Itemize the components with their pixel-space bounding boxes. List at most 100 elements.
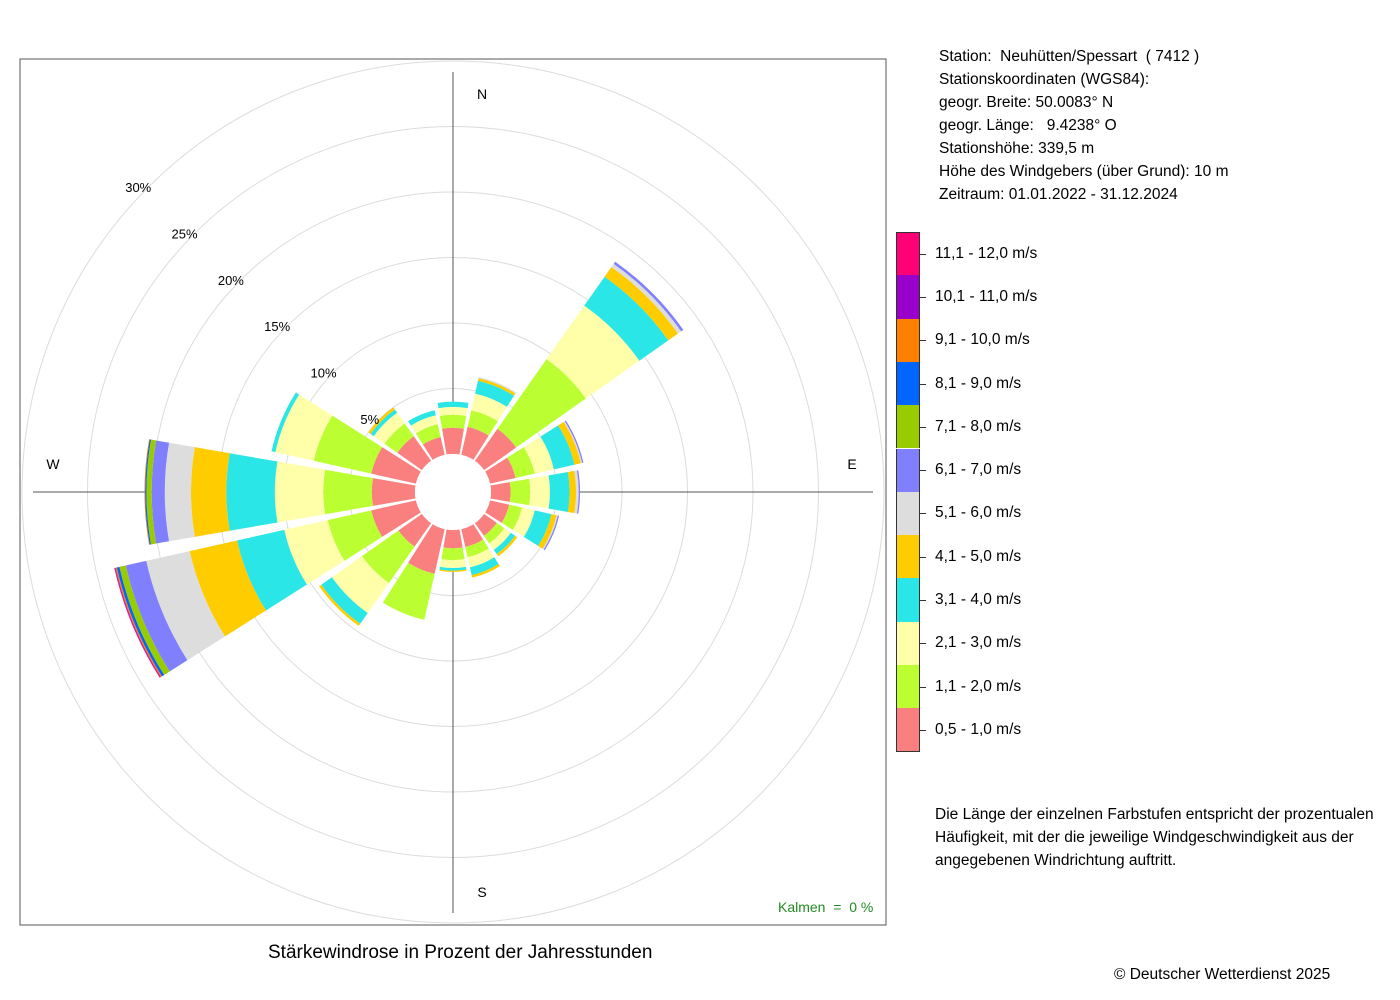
petal-NNW-class-4 (408, 410, 436, 426)
legend-tick (920, 426, 926, 428)
radial-tick-label: 5% (360, 412, 379, 427)
petal-NO-class-1 (474, 428, 517, 471)
legend-tick (920, 729, 926, 731)
petal-S-class-5 (439, 569, 467, 572)
legend-label: 1,1 - 2,0 m/s (935, 677, 1022, 695)
petal-OSO-class-3 (512, 507, 535, 537)
plot-frame (19, 58, 887, 926)
petal-SW-class-5 (319, 584, 361, 626)
station-name: Station: Neuhütten/Spessart ( 7412 ) (939, 48, 1200, 65)
petal-O-class-3 (529, 475, 550, 509)
petal-SO-class-2 (483, 522, 505, 544)
petal-NNO-class-4 (475, 380, 514, 407)
petal-WSW-class-4 (236, 529, 307, 611)
legend-tick (920, 643, 926, 645)
radial-tick-label: 15% (264, 319, 290, 334)
petal-WNW-class-1 (371, 447, 421, 484)
legend-label: 0,5 - 1,0 m/s (935, 720, 1022, 738)
petal-NNO-class-6 (478, 376, 517, 394)
petal-S-class-1 (443, 529, 463, 549)
legend-label: 10,1 - 11,0 m/s (935, 287, 1038, 305)
petal-WNW-class-2 (313, 415, 383, 474)
petal-NW-class-1 (397, 436, 432, 471)
petal-O-class-5 (567, 470, 577, 514)
petal-W-class-3 (274, 461, 326, 523)
petal-WNW-class-4 (271, 392, 300, 453)
copyright: © Deutscher Wetterdienst 2025 (1114, 966, 1331, 983)
legend-label: 9,1 - 10,0 m/s (935, 331, 1030, 349)
petal-SO-class-4 (493, 532, 516, 555)
petal-N-class-4 (437, 401, 469, 409)
petal-O-class-6 (574, 470, 579, 514)
station-latitude: geogr. Breite: 50.0083° N (939, 94, 1114, 111)
legend-label: 7,1 - 8,0 m/s (935, 417, 1022, 435)
legend-swatch (896, 708, 920, 752)
petal-OSO-class-6 (542, 515, 558, 550)
petal-NW-class-2 (384, 423, 414, 453)
legend-tick (920, 556, 926, 558)
petal-WSW-class-1 (371, 500, 421, 537)
sensor-height: Höhe des Windgebers (über Grund): 10 m (939, 163, 1229, 180)
petal-N-class-2 (439, 414, 467, 429)
wind-rose-petals (114, 261, 684, 678)
petal-WSW-class-2 (327, 510, 383, 561)
petal-SSW-class-1 (408, 524, 445, 574)
station-longitude: geogr. Länge: 9.4238° O (939, 117, 1117, 134)
legend-tick (920, 253, 926, 255)
petal-W-class-9 (145, 439, 151, 545)
petal-NO-class-2 (497, 359, 586, 448)
legend-label: 4,1 - 5,0 m/s (935, 547, 1022, 565)
petal-NNW-class-3 (410, 415, 438, 434)
chart-title: Stärkewindrose in Prozent der Jahresstun… (268, 942, 653, 963)
legend-swatch (896, 491, 920, 536)
petal-NNO-class-3 (471, 393, 507, 422)
grid-circle (21, 60, 885, 924)
petal-OSO-class-7 (543, 515, 560, 551)
petal-SSW-class-2 (382, 562, 435, 620)
explanation-note: Die Länge der einzelnen Farbstufen entsp… (935, 806, 1374, 869)
legend-label: 11,1 - 12,0 m/s (935, 244, 1038, 262)
petal-W-class-4 (226, 453, 278, 531)
legend-tick (920, 513, 926, 515)
station-elevation: Stationshöhe: 339,5 m (939, 140, 1095, 157)
petal-NO-class-6 (611, 263, 682, 334)
petal-S-class-4 (439, 566, 467, 571)
chart-labels: 5% 10% 15% 20% 25% 30% N E S W (46, 86, 856, 900)
petal-NO-class-7 (613, 261, 684, 332)
legend-swatch (896, 232, 920, 276)
petal-W-class-1 (371, 478, 416, 506)
petal-W-class-7 (151, 440, 170, 544)
petal-ONO-class-1 (485, 457, 516, 484)
petal-WSW-class-9 (116, 566, 165, 677)
direction-label-S: S (477, 884, 486, 900)
legend-swatch (896, 665, 920, 709)
radial-tick-label: 20% (218, 273, 244, 288)
legend-label: 3,1 - 4,0 m/s (935, 591, 1022, 609)
petal-ONO-class-7 (564, 420, 584, 464)
petal-OSO-class-5 (538, 514, 557, 549)
petal-OSO-class-2 (501, 504, 523, 530)
legend-swatch (896, 621, 920, 665)
petal-NW-class-3 (373, 412, 405, 444)
petal-SO-class-3 (489, 528, 511, 550)
petal-SW-class-3 (331, 556, 389, 614)
legend-tick (920, 470, 926, 472)
petal-NW-class-4 (370, 409, 398, 437)
radial-tick-label: 25% (172, 227, 198, 242)
petal-ONO-class-5 (558, 421, 581, 465)
legend-tick (920, 296, 926, 298)
petal-OSO-class-1 (485, 500, 510, 523)
petal-W-class-5 (190, 447, 230, 537)
petal-SSO-class-5 (471, 563, 500, 578)
petal-SSO-class-1 (461, 524, 484, 547)
petal-ONO-class-6 (563, 421, 583, 464)
legend-swatch (896, 361, 920, 406)
petal-OSO-class-4 (523, 510, 552, 546)
petal-ONO-class-3 (523, 436, 554, 474)
legend-swatch (896, 405, 920, 449)
petal-O-class-1 (490, 482, 511, 502)
petal-NNO-class-5 (477, 378, 516, 396)
direction-label-N: N (477, 86, 487, 102)
petal-SW-class-1 (398, 513, 432, 547)
